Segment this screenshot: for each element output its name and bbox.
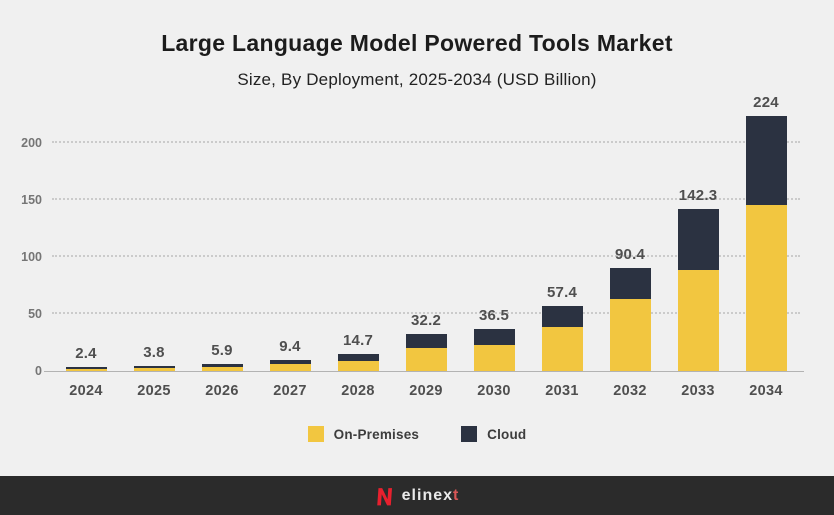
on-premises-segment-2024 [65,369,107,371]
cloud-segment-2034 [745,115,787,205]
on-premises-segment-2029 [405,348,447,371]
bar-group-2024: 2.4 [52,75,120,371]
legend-item-on-premises: On-Premises [307,426,420,442]
y-tick-50: 50 [28,307,42,321]
gridline-150 [52,198,800,200]
on-premises-segment-2026 [201,366,243,371]
bar-group-2027: 9.4 [256,75,324,371]
x-label-2029: 2029 [409,383,443,399]
on-premises-segment-2027 [269,364,311,371]
bar-group-2030: 36.5 [460,75,528,371]
x-label-2027: 2027 [273,383,307,399]
x-label-2026: 2026 [205,383,239,399]
bar-group-2033: 142.3 [664,75,732,371]
bar-value-2032: 90.4 [615,245,645,263]
x-label-2032: 2032 [613,383,647,399]
bar-group-2026: 5.9 [188,75,256,371]
bar-value-2034: 224 [753,93,779,111]
y-tick-0: 0 [35,364,42,378]
cloud-segment-2032 [609,267,651,300]
legend-item-cloud: Cloud [461,426,526,442]
cloud-segment-2024 [65,367,107,369]
bar-group-2028: 14.7 [324,75,392,371]
cloud-segment-2026 [201,364,243,367]
on-premises-segment-2034 [745,204,787,371]
on-premises-segment-2030 [473,345,515,371]
cloud-swatch [461,426,478,442]
cloud-segment-2031 [541,305,583,327]
bar-value-2029: 32.2 [411,312,441,330]
bar-value-2030: 36.5 [479,307,509,325]
bars-container: 2.4 3.8 5.9 9.4 14.7 32.2 36.5 57.4 90.4 142.3 224 [52,75,800,371]
elinext-wordmark: elinext [401,486,460,504]
y-tick-150: 150 [21,193,42,207]
plot-area: 2.4 3.8 5.9 9.4 14.7 32.2 36.5 57.4 90.4 142.3 224… [21,94,804,378]
footer-bar: elinext [0,476,834,515]
bar-value-2026: 5.9 [211,342,233,360]
on-premises-swatch [307,426,324,442]
x-axis-line [44,371,804,372]
cloud-segment-2028 [337,354,379,361]
gridline-50 [52,312,800,314]
x-label-2034: 2034 [749,383,783,399]
bar-value-2031: 57.4 [547,283,577,301]
x-label-2025: 2025 [137,383,171,399]
legend: On-Premises Cloud [0,426,834,442]
bar-value-2024: 2.4 [75,345,97,362]
on-premises-segment-2031 [541,326,583,371]
chart-subtitle: Size, By Deployment, 2025-2034 (USD Bill… [237,70,597,89]
bar-value-2033: 142.3 [678,186,718,204]
on-premises-segment-2032 [609,299,651,371]
gridline-100 [52,255,800,257]
bar-group-2025: 3.8 [120,75,188,371]
y-tick-200: 200 [21,136,42,150]
cloud-label: Cloud [487,426,527,442]
x-label-2031: 2031 [545,383,579,399]
gridline-200 [52,141,800,143]
chart-title: Large Language Model Powered Tools Marke… [161,30,673,56]
elinext-logo-icon [376,488,392,506]
x-label-2028: 2028 [341,383,375,399]
bar-value-2028: 14.7 [343,332,373,350]
on-premises-segment-2028 [337,360,379,371]
on-premises-label: On-Premises [333,426,420,442]
bar-value-2025: 3.8 [143,344,165,362]
cloud-segment-2027 [269,360,311,365]
x-axis-labels: 2024 2025 2026 2027 2028 2029 2030 2031 2032 2033… [52,383,800,399]
x-label-2033: 2033 [681,383,715,399]
cloud-segment-2025 [133,366,175,369]
cloud-segment-2030 [473,329,515,346]
x-label-2030: 2030 [477,383,511,399]
on-premises-segment-2033 [677,269,719,371]
cloud-segment-2033 [677,208,719,270]
bar-group-2032: 90.4 [596,75,664,371]
bar-group-2029: 32.2 [392,75,460,371]
y-tick-100: 100 [21,250,42,264]
cloud-segment-2029 [405,334,447,349]
bar-value-2027: 9.4 [279,338,301,356]
on-premises-segment-2025 [133,368,175,371]
bar-group-2034: 224 [732,75,800,371]
x-label-2024: 2024 [69,383,103,399]
bar-group-2031: 57.4 [528,75,596,371]
